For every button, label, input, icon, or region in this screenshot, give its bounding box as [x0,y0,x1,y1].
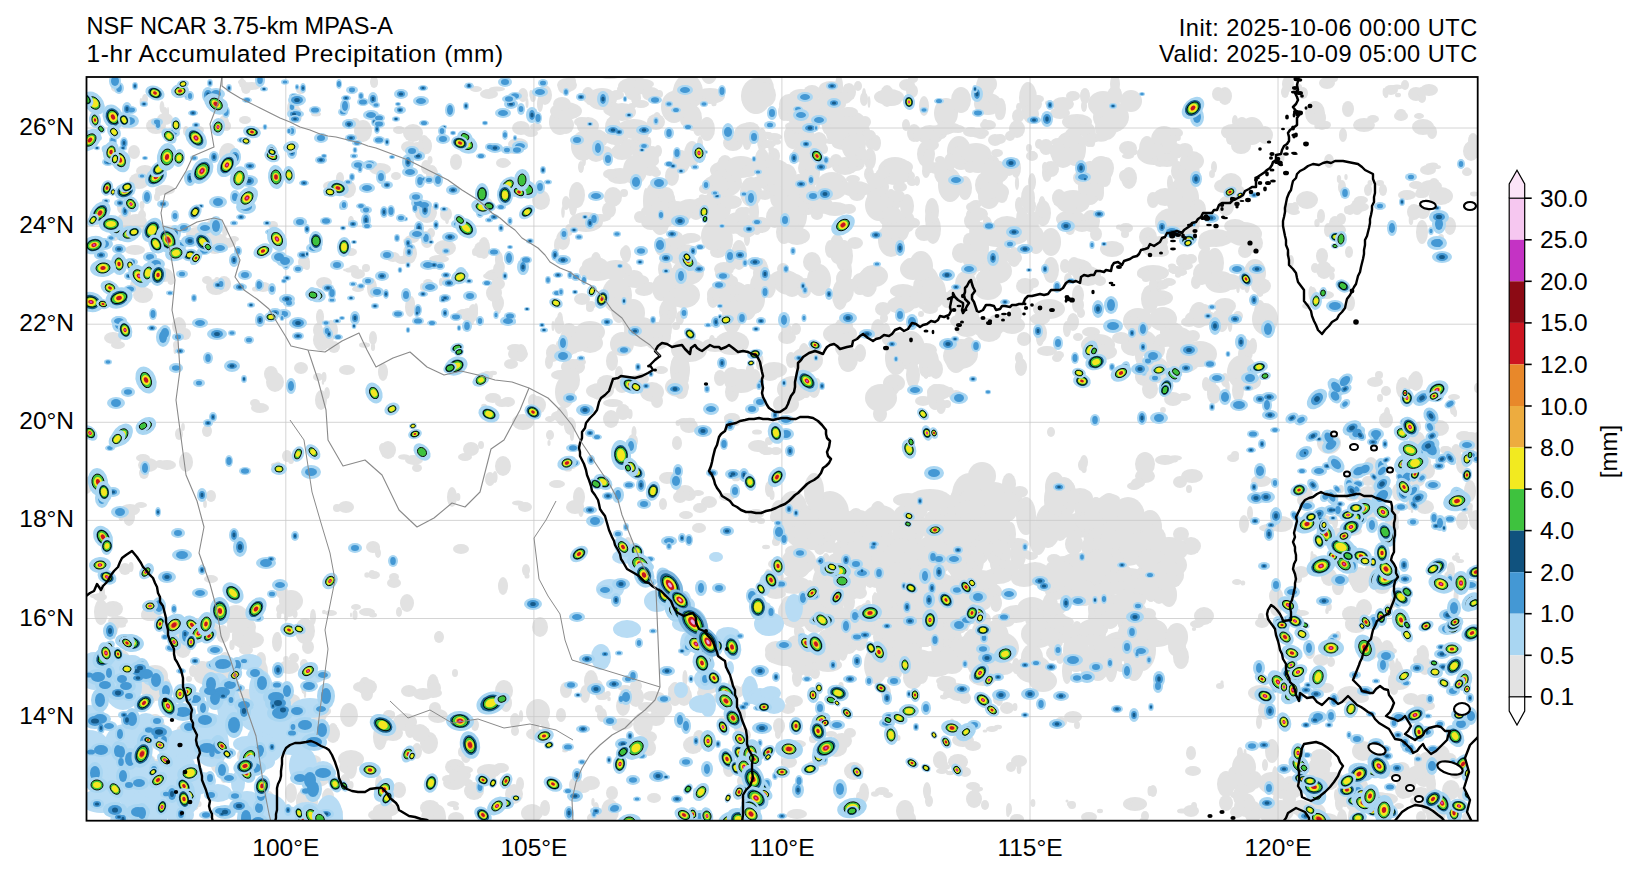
svg-text:4.0: 4.0 [1540,517,1574,544]
svg-text:100°E: 100°E [252,834,319,861]
svg-text:20.0: 20.0 [1540,268,1588,295]
svg-text:[mm]: [mm] [1595,425,1622,478]
svg-text:24°N: 24°N [19,211,74,238]
svg-text:15.0: 15.0 [1540,309,1588,336]
svg-text:16°N: 16°N [19,604,74,631]
svg-text:26°N: 26°N [19,113,74,140]
svg-text:0.5: 0.5 [1540,642,1574,669]
svg-text:14°N: 14°N [19,702,74,729]
svg-text:20°N: 20°N [19,407,74,434]
svg-text:8.0: 8.0 [1540,434,1574,461]
svg-text:105°E: 105°E [500,834,567,861]
svg-text:6.0: 6.0 [1540,476,1574,503]
svg-text:120°E: 120°E [1244,834,1311,861]
svg-text:1-hr Accumulated Precipitation: 1-hr Accumulated Precipitation (mm) [87,40,504,67]
svg-text:30.0: 30.0 [1540,185,1588,212]
svg-text:110°E: 110°E [749,834,814,861]
svg-text:1.0: 1.0 [1540,600,1574,627]
svg-text:25.0: 25.0 [1540,226,1588,253]
svg-text:Init: 2025-10-06 00:00 UTC: Init: 2025-10-06 00:00 UTC [1179,15,1478,41]
svg-text:18°N: 18°N [19,505,74,532]
svg-text:115°E: 115°E [997,834,1062,861]
svg-text:10.0: 10.0 [1540,393,1588,420]
svg-text:2.0: 2.0 [1540,559,1574,586]
svg-text:NSF NCAR 3.75-km MPAS-A: NSF NCAR 3.75-km MPAS-A [87,13,394,39]
svg-text:22°N: 22°N [19,309,74,336]
svg-text:0.1: 0.1 [1540,683,1574,710]
svg-text:Valid: 2025-10-09 05:00 UTC: Valid: 2025-10-09 05:00 UTC [1159,41,1478,67]
svg-text:12.0: 12.0 [1540,351,1588,378]
